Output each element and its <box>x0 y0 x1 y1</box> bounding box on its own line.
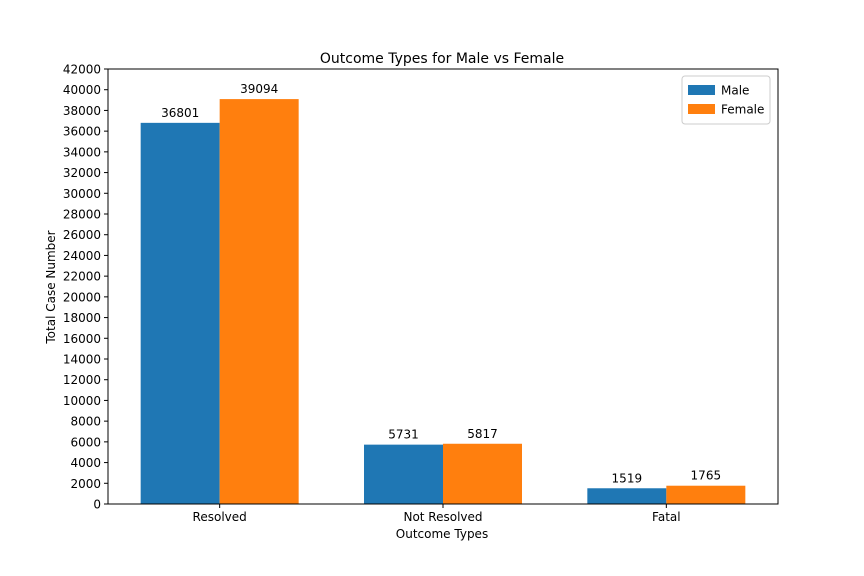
data-label: 5731 <box>388 428 419 442</box>
y-tick-label: 20000 <box>63 290 101 304</box>
bars-layer <box>140 99 746 505</box>
plot-frame <box>107 68 779 505</box>
data-label: 39094 <box>240 82 278 96</box>
y-axis-title: Total Case Number <box>44 230 58 344</box>
bar-male-resolved <box>140 122 220 504</box>
x-tick-label: Fatal <box>652 510 681 524</box>
y-tick-label: 2000 <box>70 477 101 491</box>
y-tick-label: 32000 <box>63 166 101 180</box>
chart-title: Outcome Types for Male vs Female <box>320 51 564 67</box>
y-tick-label: 18000 <box>63 311 101 325</box>
y-tick-label: 8000 <box>70 415 101 429</box>
bar-female-not-resolved <box>443 443 522 504</box>
y-tick-label: 4000 <box>70 456 101 470</box>
bar-male-fatal <box>587 488 667 504</box>
y-tick-label: 40000 <box>63 83 101 97</box>
y-tick-label: 30000 <box>63 187 101 201</box>
y-tick-label: 0 <box>93 498 101 512</box>
x-axis-title: Outcome Types <box>396 527 488 541</box>
y-tick-label: 34000 <box>63 145 101 159</box>
y-tick-label: 42000 <box>63 63 101 77</box>
legend-swatch-male <box>688 85 715 95</box>
y-tick-label: 36000 <box>63 125 101 139</box>
legend: Male Female <box>681 75 771 125</box>
bar-female-resolved <box>219 99 299 505</box>
legend-swatch-female <box>688 104 715 114</box>
y-tick-label: 10000 <box>63 394 101 408</box>
y-tick-label: 28000 <box>63 208 101 222</box>
data-label: 1519 <box>612 471 643 485</box>
bar-male-not-resolved <box>364 444 443 504</box>
bar-female-fatal <box>666 485 746 504</box>
x-tick-label: Resolved <box>193 510 247 524</box>
data-label: 36801 <box>161 106 199 120</box>
y-tick-label: 24000 <box>63 249 101 263</box>
y-tick-label: 6000 <box>70 435 101 449</box>
y-tick-label: 12000 <box>63 373 101 387</box>
data-label: 5817 <box>467 427 498 441</box>
y-tick-label: 14000 <box>63 353 101 367</box>
y-tick-label: 22000 <box>63 270 101 284</box>
y-tick-label: 16000 <box>63 332 101 346</box>
legend-label-female: Female <box>721 103 764 117</box>
legend-label-male: Male <box>721 84 749 98</box>
x-axis: Resolved Not Resolved Fatal <box>193 504 681 524</box>
data-label: 1765 <box>691 469 722 483</box>
y-axis: 0 2000 4000 6000 8000 10000 12000 14000 16000 180… <box>63 63 108 512</box>
y-tick-label: 38000 <box>63 104 101 118</box>
y-tick-label: 26000 <box>63 228 101 242</box>
x-tick-label: Not Resolved <box>403 510 482 524</box>
data-labels-layer: 36801 39094 5731 5817 1519 1765 <box>161 82 721 485</box>
